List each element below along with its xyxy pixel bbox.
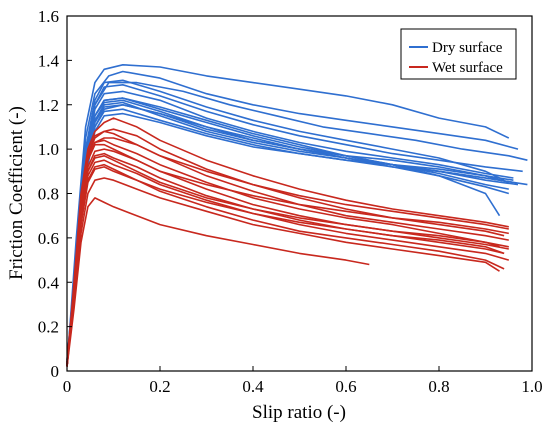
wet-surface-curve: [66, 130, 509, 367]
x-axis-title: Slip ratio (-): [252, 402, 346, 423]
y-tick-label: 0.6: [38, 229, 59, 248]
x-axis-ticks: 0 0.2 0.4 0.6 0.8 1.0: [63, 366, 543, 396]
y-tick-label: 1.4: [38, 51, 60, 70]
y-tick-label: 1.2: [38, 96, 59, 115]
y-tick-label: 1.0: [38, 140, 59, 159]
legend-label-wet: Wet surface: [432, 60, 503, 76]
y-tick-label: 0: [51, 362, 60, 381]
x-tick-label: 0.8: [428, 377, 449, 396]
wet-surface-curve: [66, 197, 370, 367]
y-axis-ticks: 0 0.2 0.4 0.6 0.8 1.0 1.2 1.4 1.6: [38, 7, 72, 381]
dry-surface-curve: [66, 79, 505, 367]
legend: Dry surface Wet surface: [400, 28, 517, 80]
wet-surface-curve: [66, 117, 509, 367]
wet-surface-curve: [66, 143, 509, 365]
x-tick-label: 0: [63, 377, 72, 396]
x-tick-label: 0.4: [242, 377, 264, 396]
wet-surface-curve: [66, 155, 509, 367]
legend-label-dry: Dry surface: [432, 40, 503, 56]
y-tick-label: 0.2: [38, 318, 59, 337]
dry-surface-curve: [66, 64, 510, 367]
y-tick-label: 1.6: [38, 7, 59, 26]
wet-surface-curve: [66, 177, 500, 363]
dry-surface-curve: [66, 84, 523, 367]
data-curves: [66, 64, 528, 367]
y-axis-title: Friction Coefficient (-): [6, 106, 27, 280]
dry-surface-curve: [66, 70, 519, 365]
x-tick-label: 0.2: [149, 377, 170, 396]
wet-surface-curve: [66, 163, 505, 365]
y-tick-label: 0.8: [38, 185, 59, 204]
x-tick-label: 1.0: [521, 377, 542, 396]
y-tick-label: 0.4: [38, 273, 60, 292]
x-tick-label: 0.6: [335, 377, 356, 396]
legend-box: [400, 28, 517, 80]
